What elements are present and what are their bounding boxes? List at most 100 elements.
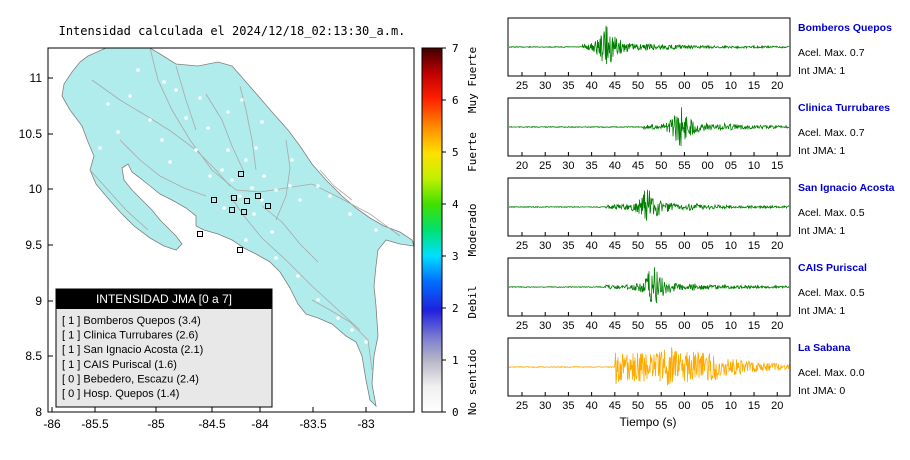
- legend-item: [ 1 ] Bomberos Quepos (3.4): [62, 315, 201, 327]
- station-jma: Int JMA: 1: [798, 225, 845, 237]
- seismogram-trace: [508, 25, 790, 65]
- town-dot: [238, 194, 242, 198]
- station-acel: Acel. Max. 0.7: [798, 47, 865, 59]
- seismogram-tick-label: 40: [585, 400, 597, 412]
- colorbar-tick-label: 7: [452, 42, 459, 55]
- seismogram-tick-label: 45: [609, 320, 621, 332]
- map-legend: INTENSIDAD JMA [0 a 7] [ 1 ] Bomberos Qu…: [55, 288, 273, 408]
- station-name: Clinica Turrubares: [798, 102, 890, 114]
- seismogram-tick-label: 30: [539, 80, 551, 92]
- seismogram-tick-label: 45: [609, 240, 621, 252]
- town-dot: [254, 146, 258, 150]
- map-x-tick-label: -85: [147, 417, 165, 431]
- map-x-tick-label: -83: [357, 417, 375, 431]
- map-y-tick-label: 11: [30, 71, 43, 85]
- colorbar-label: No sentido: [466, 349, 479, 415]
- seismogram-tick-label: 20: [771, 80, 783, 92]
- map-y-tick-label: 9.5: [25, 238, 42, 252]
- town-dot: [226, 110, 230, 114]
- map-y-axis: 11 10.5 10 9.5 9 8.5 8: [19, 71, 53, 419]
- seismogram-tick-label: 50: [632, 80, 644, 92]
- town-dot: [374, 228, 378, 232]
- town-dot: [290, 158, 294, 162]
- seismogram-trace: [509, 107, 790, 147]
- seismogram-tick-label: 00: [678, 400, 690, 412]
- seismogram-tick-label: 45: [609, 80, 621, 92]
- town-dot: [260, 198, 264, 202]
- seismogram-tick-label: 40: [609, 160, 621, 172]
- map-title: Intensidad calculada el 2024/12/18_02:13…: [59, 24, 406, 38]
- map-y-tick-label: 10: [29, 182, 43, 196]
- colorbar-tick-label: 6: [452, 94, 459, 107]
- seismogram-tick-label: 20: [771, 400, 783, 412]
- map-y-tick-label: 10.5: [19, 127, 43, 141]
- seismogram-panel: 25 30 35 40 45 50 55 00 05 10 15 20 Bomberos Quepos A…: [507, 17, 892, 92]
- seismogram-tick-label: 20: [516, 160, 528, 172]
- station-acel: Acel. Max. 0.5: [798, 207, 865, 219]
- town-dot: [194, 230, 198, 234]
- seismogram-tick-label: 25: [516, 80, 528, 92]
- seismogram-tick-label: 00: [702, 160, 714, 172]
- town-dot: [194, 148, 198, 152]
- seismogram-tick-label: 10: [748, 160, 760, 172]
- colorbar-tick-label: 3: [452, 250, 459, 263]
- seismogram-tick-label: 10: [725, 80, 737, 92]
- seismogram-tick-label: 20: [771, 320, 783, 332]
- town-dot: [296, 274, 300, 278]
- station-acel: Acel. Max. 0.5: [798, 287, 865, 299]
- station-marker: [229, 207, 235, 213]
- seismogram-tick-label: 55: [655, 320, 667, 332]
- seismogram-tick-label: 00: [678, 240, 690, 252]
- town-dot: [270, 230, 274, 234]
- map-y-tick-label: 9: [35, 294, 42, 308]
- town-dot: [252, 212, 256, 216]
- legend-item: [ 1 ] CAIS Puriscal (1.6): [62, 359, 177, 371]
- costa-rica-land: [61, 47, 415, 408]
- map-x-tick-label: -84.5: [198, 417, 226, 431]
- station-marker: [197, 231, 203, 237]
- seismogram-tick-label: 35: [562, 80, 574, 92]
- seismogram-tick-label: 15: [771, 160, 783, 172]
- legend-item: [ 1 ] Clinica Turrubares (2.6): [62, 330, 198, 342]
- town-dot: [260, 120, 264, 124]
- station-acel: Acel. Max. 0.0: [798, 367, 865, 379]
- town-dot: [250, 186, 254, 190]
- town-dot: [348, 212, 352, 216]
- seismogram-tick-label: 50: [632, 240, 644, 252]
- station-marker: [237, 247, 243, 253]
- town-dot: [274, 188, 278, 192]
- seismogram-tick-label: 35: [562, 240, 574, 252]
- seismogram-tick-label: 45: [609, 400, 621, 412]
- map-x-tick-label: -83.5: [299, 417, 327, 431]
- station-name: San Ignacio Acosta: [798, 182, 895, 194]
- legend-item: [ 0 ] Bebedero, Escazu (2.4): [62, 373, 199, 385]
- town-dot: [244, 158, 248, 162]
- seismogram-tick-label: 10: [725, 320, 737, 332]
- town-dot: [160, 138, 164, 142]
- town-dot: [244, 238, 248, 242]
- seismogram-trace: [508, 347, 790, 386]
- colorbar-tick-label: 5: [452, 146, 459, 159]
- town-dot: [136, 68, 140, 72]
- station-marker: [244, 198, 250, 204]
- station-markers: [197, 171, 271, 253]
- seismogram-tick-label: 30: [539, 400, 551, 412]
- x-axis-label: Tiempo (s): [620, 415, 677, 429]
- seismogram-tick-label: 20: [771, 240, 783, 252]
- station-name: Bomberos Quepos: [798, 22, 892, 34]
- town-dot: [240, 98, 244, 102]
- seismogram-tick-label: 40: [585, 240, 597, 252]
- town-dot: [184, 116, 188, 120]
- map-x-tick-label: -85.5: [81, 417, 109, 431]
- colorbar-ticks: 0 1 2 3 4 5 6 7: [442, 42, 459, 419]
- seismogram-tick-label: 30: [562, 160, 574, 172]
- town-dot: [138, 184, 142, 188]
- seismogram-tick-label: 35: [562, 400, 574, 412]
- seismogram-tick-label: 15: [748, 320, 760, 332]
- town-dot: [336, 316, 340, 320]
- seismogram-tick-label: 40: [585, 320, 597, 332]
- town-markers: [98, 68, 378, 344]
- town-dot: [154, 204, 158, 208]
- seismogram-tick-label: 35: [585, 160, 597, 172]
- station-marker: [265, 203, 271, 209]
